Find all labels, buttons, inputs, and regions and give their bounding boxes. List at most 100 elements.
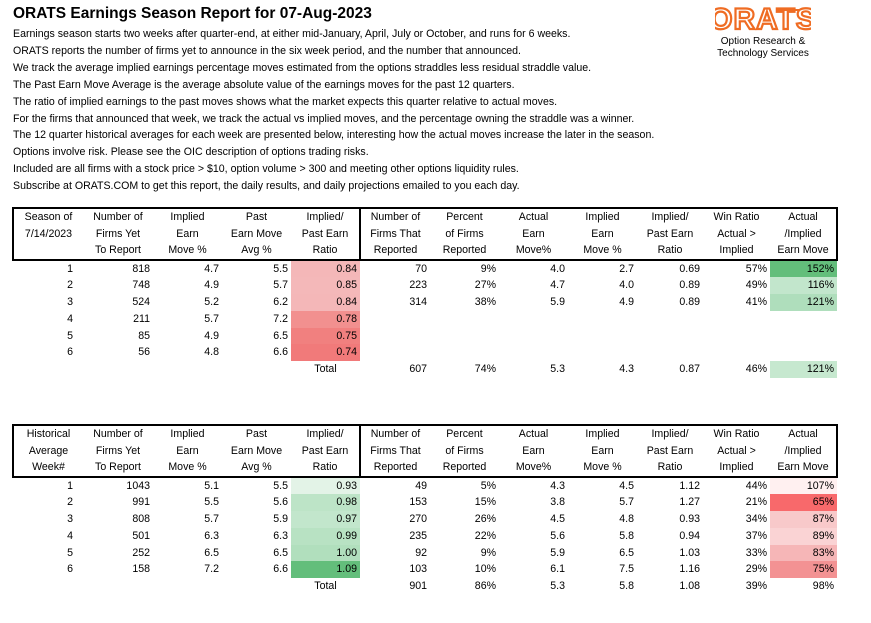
total-row: Total 607 74% 5.3 4.3 0.87 46% 121% xyxy=(13,361,837,379)
table-cell: 270 xyxy=(409,513,427,526)
table-cell: 252 xyxy=(132,546,150,559)
table-row: 6 158 7.2 6.6 1.09 103 10% 6.1 7.5 1.16 29% 75% xyxy=(13,561,837,579)
table-cell: 92 xyxy=(415,546,427,559)
header-row: Historical Number of Implied Past Implied/Nu… xyxy=(12,424,838,443)
column-header: Number of xyxy=(360,207,430,226)
column-header: Past Earn xyxy=(646,227,694,240)
table-cell: 1043 xyxy=(126,479,150,492)
table-cell xyxy=(637,311,703,328)
table-cell xyxy=(770,328,837,345)
week-cell: 1 xyxy=(67,479,73,492)
column-header: Ratio xyxy=(291,459,361,478)
column-header: Implied xyxy=(153,207,222,226)
week-cell: 5 xyxy=(67,329,73,342)
table-row: 1 818 4.7 5.5 0.84 70 9% 4.0 2.7 0.69 57% 152% xyxy=(13,259,837,278)
column-header: Ratio xyxy=(291,242,361,261)
column-header: Ratio xyxy=(637,459,703,478)
week-cell xyxy=(13,361,83,378)
week-cell: 6 xyxy=(67,563,73,576)
table-cell: 87% xyxy=(770,511,837,528)
table-cell: 991 xyxy=(132,496,150,509)
table-cell: 98% xyxy=(812,580,834,593)
table-cell: 86% xyxy=(474,580,496,593)
column-header: Percent xyxy=(430,424,499,443)
week-cell: 2 xyxy=(67,496,73,509)
table-cell xyxy=(637,344,703,361)
table-cell xyxy=(703,344,770,361)
table-cell: 0.98 xyxy=(291,494,360,512)
table-cell: 0.84 xyxy=(291,294,360,311)
table-row: 6 56 4.8 6.6 0.74 xyxy=(13,344,837,362)
column-header: Move % xyxy=(153,242,222,261)
table-cell: 153 xyxy=(409,496,427,509)
table-cell: 46% xyxy=(745,363,767,376)
table-row: 1 1043 5.1 5.5 0.93 49 5% 4.3 4.5 1.12 44% 107% xyxy=(13,476,837,495)
column-header: Implied xyxy=(703,242,770,261)
table-cell: 5.7 xyxy=(619,496,634,509)
total-label: Total xyxy=(314,580,337,593)
table-cell: 0.93 xyxy=(291,476,360,495)
table-cell: 70 xyxy=(415,262,427,275)
table-cell: 6.6 xyxy=(273,346,288,359)
table-cell: 6.5 xyxy=(273,329,288,342)
table-cell: 121% xyxy=(770,361,837,379)
intro-line: Earnings season starts two weeks after q… xyxy=(13,28,571,40)
column-header: Actual xyxy=(770,207,838,226)
column-header: Implied/ xyxy=(291,424,361,443)
table-cell: 39% xyxy=(745,580,767,593)
table-cell: 0.97 xyxy=(291,511,360,528)
column-header: Past Earn xyxy=(291,225,361,242)
header-row: 7/14/2023 Firms Yet Earn Earn Move Past Earn… xyxy=(12,225,838,242)
intro-text: Earnings season starts two weeks after q… xyxy=(13,26,703,195)
intro-line: We track the average implied earnings pe… xyxy=(13,61,592,74)
column-header: Implied xyxy=(568,207,637,226)
week-cell: 4 xyxy=(67,312,73,325)
table-cell: 22% xyxy=(474,529,496,542)
week-cell: 5 xyxy=(67,546,73,559)
column-header: Firms That xyxy=(370,227,421,240)
table-cell: 5% xyxy=(480,479,496,492)
column-header: Actual xyxy=(499,207,568,226)
table-row: 2 748 4.9 5.7 0.85 223 27% 4.7 4.0 0.89 49% 116% xyxy=(13,277,837,295)
table-cell: 1.00 xyxy=(291,544,360,562)
intro-line: Subscribe at ORATS.COM to get this repor… xyxy=(13,180,520,193)
table-cell: 4.0 xyxy=(550,262,565,275)
table-cell: 7.5 xyxy=(619,563,634,576)
column-header: Historical xyxy=(12,424,83,443)
table-row: 2 991 5.5 5.6 0.98 153 15% 3.8 5.7 1.27 21% 65% xyxy=(13,494,837,512)
header-row: To Report Move % Avg % Ratio Reported Reporte… xyxy=(12,242,838,261)
logo-tagline-line: Technology Services xyxy=(717,48,809,59)
column-header: of Firms xyxy=(445,227,484,240)
intro-line: The ratio of implied earnings to the pas… xyxy=(13,95,558,108)
table-cell: 4.9 xyxy=(619,296,634,309)
column-header: Firms Yet xyxy=(95,227,141,240)
column-header: /Implied xyxy=(770,225,838,242)
column-header: Past Earn xyxy=(291,442,361,459)
table-cell: 235 xyxy=(409,529,427,542)
table-cell: 6.5 xyxy=(204,546,219,559)
table-cell xyxy=(703,311,770,328)
table-cell: 818 xyxy=(132,262,150,275)
table-row: 5 85 4.9 6.5 0.75 xyxy=(13,327,837,345)
table-cell: 0.89 xyxy=(679,296,700,309)
table-cell: 5.6 xyxy=(273,496,288,509)
column-header: Number of xyxy=(83,207,153,226)
table-cell: 4.5 xyxy=(619,479,634,492)
column-header: Move % xyxy=(568,459,637,478)
week-cell: 6 xyxy=(67,346,73,359)
table-cell: 9% xyxy=(480,262,496,275)
table-cell: 5.3 xyxy=(550,363,565,376)
table-cell: 808 xyxy=(132,513,150,526)
column-header: Past xyxy=(222,207,291,226)
column-header: Earn xyxy=(522,227,545,240)
table-cell: 1.16 xyxy=(679,563,700,576)
table-cell: 0.99 xyxy=(291,527,360,545)
intro-line: For the firms that announced that week, … xyxy=(13,112,635,125)
column-header: Earn xyxy=(176,227,199,240)
table-cell: 75% xyxy=(770,561,837,579)
column-header: Percent xyxy=(430,207,499,226)
table-cell: 4.0 xyxy=(619,279,634,292)
column-header: Move% xyxy=(499,242,568,261)
table-cell: 5.2 xyxy=(204,296,219,309)
table-cell: 89% xyxy=(770,527,837,545)
